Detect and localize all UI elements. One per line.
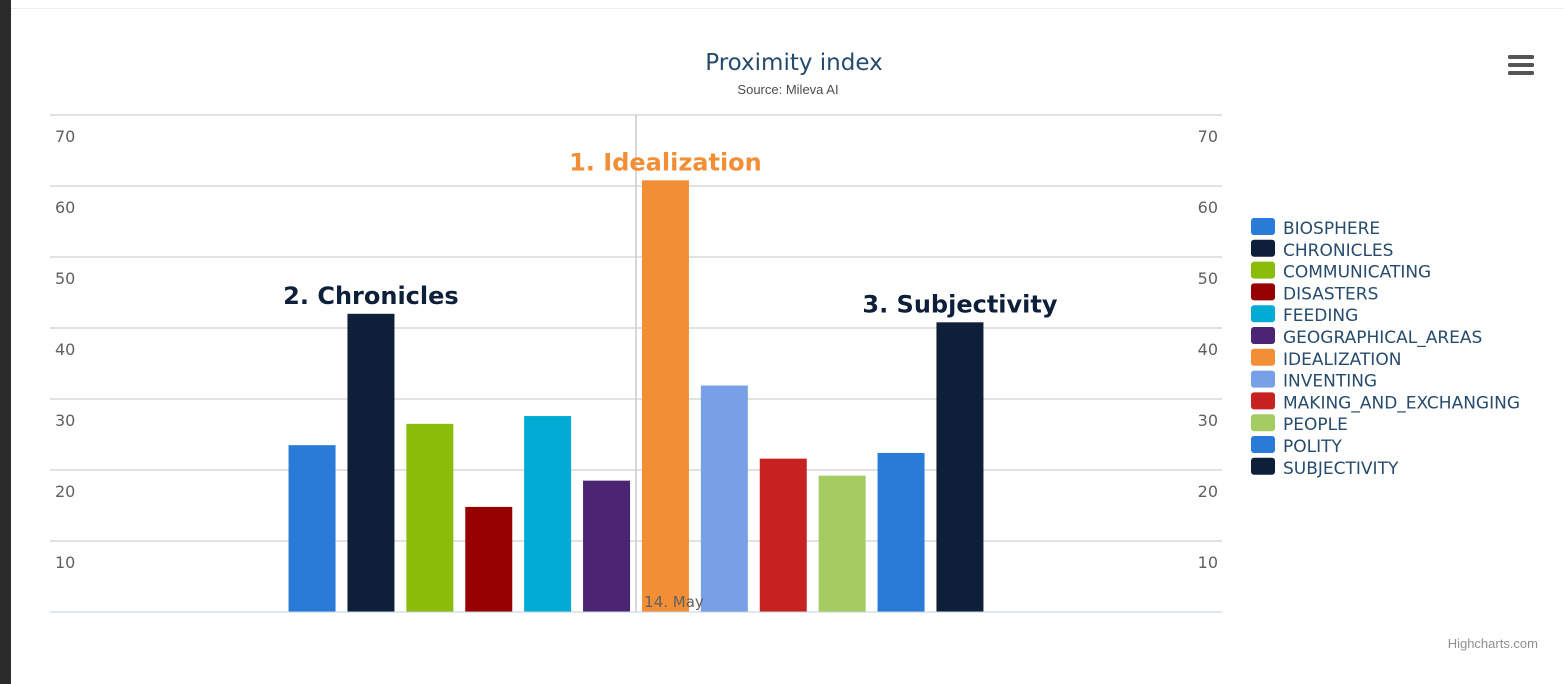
- bar-polity[interactable]: [877, 452, 925, 612]
- legend-item-communicating[interactable]: COMMUNICATING: [1251, 261, 1431, 283]
- bar-feeding[interactable]: [524, 416, 572, 612]
- legend-swatch: [1251, 457, 1275, 475]
- chart-subtitle: Source: Mileva AI: [737, 82, 838, 97]
- y-tick-label-left: 50: [55, 269, 75, 288]
- y-tick-label-left: 40: [55, 340, 75, 359]
- legend-swatch: [1251, 261, 1275, 279]
- credits-link[interactable]: Highcharts.com: [1448, 636, 1538, 651]
- annotation-subjectivity: 3. Subjectivity: [862, 290, 1057, 318]
- bar-series: [288, 180, 984, 612]
- legend-swatch: [1251, 436, 1275, 453]
- legend-label: MAKING_AND_EXCHANGING: [1283, 393, 1520, 413]
- legend-label: CHRONICLES: [1283, 241, 1393, 261]
- legend-item-chronicles[interactable]: CHRONICLES: [1251, 239, 1393, 261]
- bar-making-and-exchanging[interactable]: [759, 458, 807, 612]
- y-tick-label-right: 70: [1198, 127, 1218, 146]
- y-tick-label-right: 60: [1198, 198, 1218, 217]
- legend-item-geographical-areas[interactable]: GEOGRAPHICAL_AREAS: [1251, 327, 1482, 348]
- legend-swatch: [1251, 239, 1275, 257]
- y-tick-label-right: 10: [1198, 553, 1218, 572]
- legend-label: GEOGRAPHICAL_AREAS: [1283, 328, 1482, 348]
- legend-label: POLITY: [1283, 437, 1343, 457]
- bar-inventing[interactable]: [700, 385, 748, 612]
- y-tick-label-right: 20: [1198, 482, 1218, 501]
- y-tick-label-left: 70: [55, 127, 75, 146]
- legend-label: IDEALIZATION: [1283, 350, 1401, 370]
- legend-label: BIOSPHERE: [1283, 219, 1380, 239]
- y-axis-left: 10 20 30 40 50 60 70: [55, 127, 75, 572]
- legend-item-disasters[interactable]: DISASTERS: [1251, 283, 1378, 304]
- legend-item-idealization[interactable]: IDEALIZATION: [1251, 348, 1401, 370]
- y-tick-label-left: 60: [55, 198, 75, 217]
- legend-swatch: [1251, 283, 1275, 301]
- legend-label: PEOPLE: [1283, 415, 1348, 435]
- legend-label: FEEDING: [1283, 306, 1358, 326]
- hamburger-menu-icon[interactable]: [1508, 55, 1534, 75]
- window-edge: [0, 0, 11, 684]
- y-tick-label-right: 50: [1198, 269, 1218, 288]
- legend-label: DISASTERS: [1283, 284, 1378, 304]
- y-tick-label-left: 10: [55, 553, 75, 572]
- legend-item-making-and-exchanging[interactable]: MAKING_AND_EXCHANGING: [1251, 392, 1520, 413]
- bar-idealization[interactable]: [641, 180, 689, 612]
- legend-item-polity[interactable]: POLITY: [1251, 436, 1343, 457]
- legend-item-biosphere[interactable]: BIOSPHERE: [1251, 218, 1380, 239]
- legend-label: INVENTING: [1283, 372, 1377, 392]
- y-tick-label-right: 40: [1198, 340, 1218, 359]
- legend[interactable]: BIOSPHERECHRONICLESCOMMUNICATINGDISASTER…: [1251, 218, 1520, 479]
- top-border: [11, 0, 1564, 9]
- x-tick-label: 14. May: [644, 593, 704, 611]
- bar-subjectivity[interactable]: [936, 322, 984, 612]
- legend-item-inventing[interactable]: INVENTING: [1251, 370, 1377, 392]
- annotation-idealization: 1. Idealization: [569, 148, 762, 176]
- legend-swatch: [1251, 327, 1275, 344]
- legend-item-feeding[interactable]: FEEDING: [1251, 305, 1358, 326]
- y-tick-label-right: 30: [1198, 411, 1218, 430]
- chart-title: Proximity index: [705, 50, 882, 76]
- annotation-chronicles: 2. Chronicles: [283, 282, 459, 310]
- legend-label: SUBJECTIVITY: [1283, 459, 1399, 479]
- bar-people[interactable]: [818, 475, 866, 612]
- bar-disasters[interactable]: [465, 506, 513, 612]
- legend-swatch: [1251, 348, 1275, 366]
- legend-swatch: [1251, 305, 1275, 323]
- y-tick-label-left: 20: [55, 482, 75, 501]
- y-tick-label-left: 30: [55, 411, 75, 430]
- bar-biosphere[interactable]: [288, 445, 336, 612]
- legend-item-subjectivity[interactable]: SUBJECTIVITY: [1251, 457, 1399, 479]
- legend-swatch: [1251, 392, 1275, 410]
- legend-swatch: [1251, 414, 1275, 432]
- legend-label: COMMUNICATING: [1283, 263, 1431, 283]
- y-axis-right: 10 20 30 40 50 60 70: [1198, 127, 1218, 572]
- bar-communicating[interactable]: [406, 423, 454, 612]
- legend-swatch: [1251, 370, 1275, 388]
- annotations: 1. Idealization 2. Chronicles 3. Subjectiv…: [283, 148, 1058, 318]
- bar-geographical-areas[interactable]: [583, 480, 631, 612]
- bar-chronicles[interactable]: [347, 313, 395, 612]
- legend-item-people[interactable]: PEOPLE: [1251, 414, 1348, 435]
- legend-swatch: [1251, 218, 1275, 235]
